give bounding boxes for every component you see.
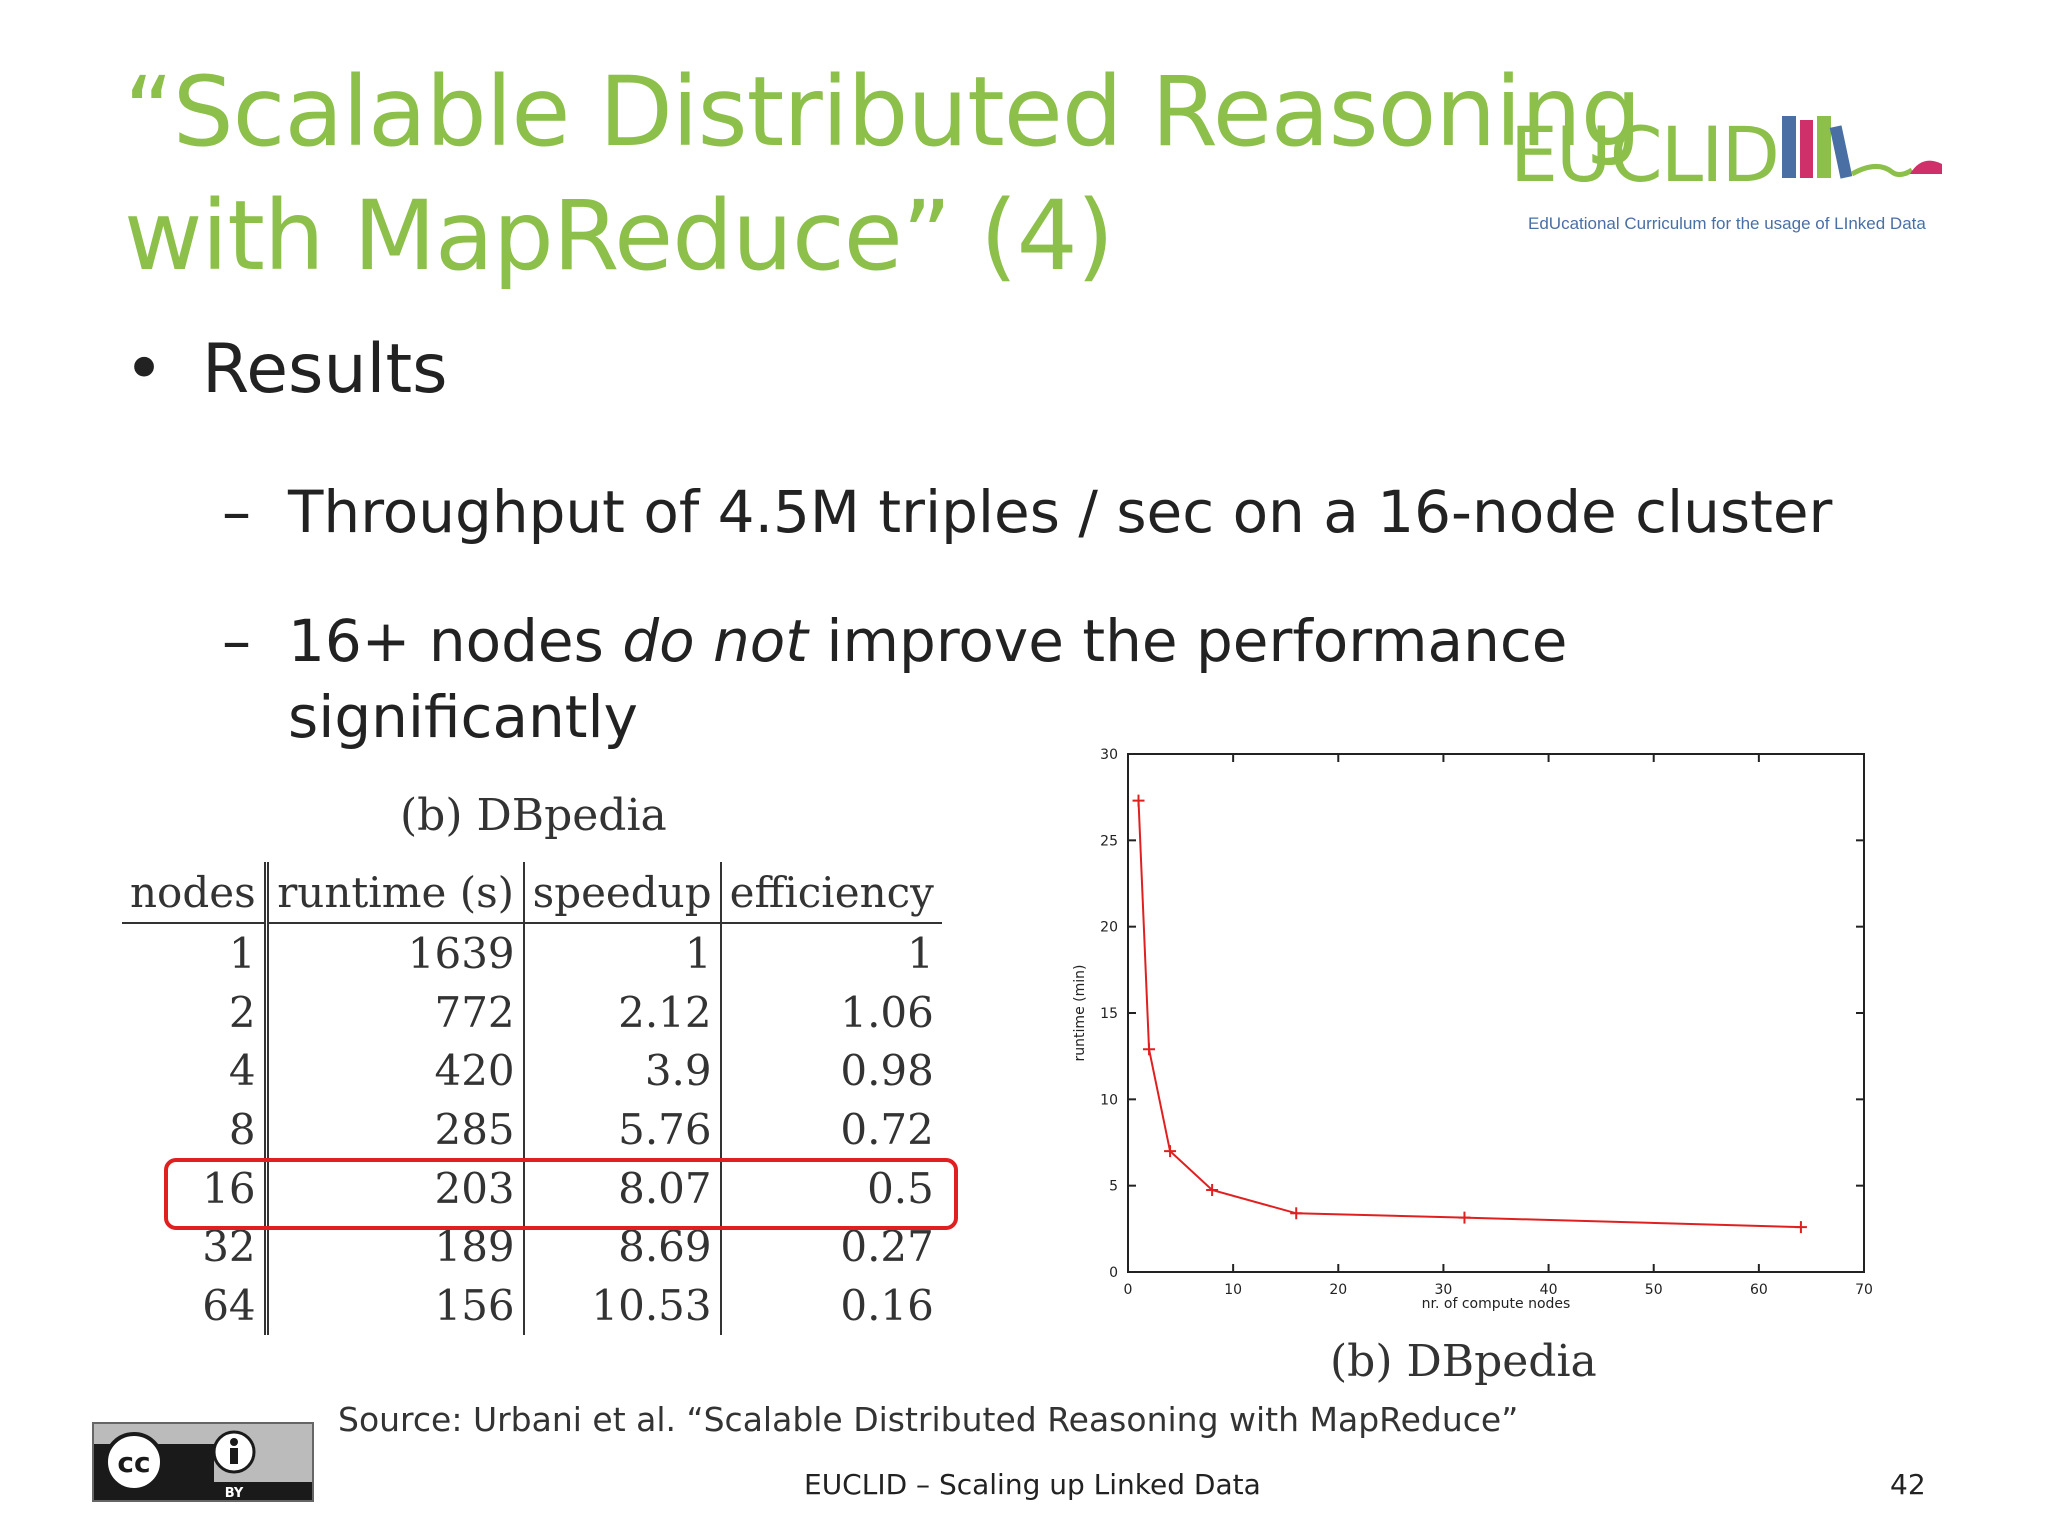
x-tick-label: 40 [1540,1282,1558,1298]
x-axis-label: nr. of compute nodes [1422,1296,1571,1312]
cell: 1 [122,923,269,983]
sub-bullet-text: Throughput of 4.5M triples / sec on a 16… [288,478,1833,546]
series-points [1132,794,1807,1234]
books-icon [1782,116,1942,179]
table-caption: (b) DBpedia [400,790,667,841]
table-row: 16 203 8.07 0.5 [122,1158,942,1218]
table-row: 1 1639 1 1 [122,923,942,983]
data-point [1132,794,1145,807]
cell: 0.72 [840,1104,934,1154]
bullet-dot-icon: • [124,330,165,409]
cell: 8 [122,1100,269,1159]
cell: 1.06 [840,987,934,1037]
sub-bullet-nodes-line2: significantly [288,683,638,751]
euclid-logo: EUCLID EdUcational Curriculum for the us… [1510,100,1970,260]
cell: 203 [266,1158,525,1218]
title-line-2: with MapReduce” (4) [124,180,1114,292]
bullet-results: • Results [124,330,448,409]
data-point [1206,1183,1219,1196]
logo-word: EUCLID [1510,110,1780,199]
cell: 64 [122,1276,269,1335]
x-tick-label: 0 [1124,1282,1133,1298]
title-line-1: “Scalable Distributed Reasoning [124,56,1642,168]
y-tick-label: 25 [1100,833,1118,849]
x-tick-label: 70 [1855,1282,1873,1298]
cell: 2.12 [523,982,722,1042]
sub-bullet-nodes: –16+ nodes do not improve the performanc… [222,603,1567,679]
sub-bullet-emphasis: do not [622,607,808,675]
cell: 0.27 [840,1222,934,1272]
y-tick-label: 5 [1109,1179,1118,1195]
cell: 772 [266,982,525,1042]
y-tick-label: 0 [1109,1265,1118,1281]
y-tick-label: 10 [1100,1092,1118,1108]
series-line [1137,800,1801,1229]
header-speedup: speedup [523,862,722,924]
y-tick-label: 30 [1100,747,1118,763]
runtime-chart: 0 10 20 30 40 50 60 70 0 5 10 15 20 25 30 nr. of compu… [1072,747,1873,1312]
footer-text: EUCLID – Scaling up Linked Data [804,1468,1261,1501]
cc-by-license-badge: cc BY [92,1422,314,1502]
page-number: 42 [1890,1468,1926,1501]
cell: 3.9 [523,1041,722,1101]
cell: 0.5 [867,1163,934,1213]
slide-title: “Scalable Distributed Reasoning with Map… [124,50,1642,298]
cell: 0.16 [840,1280,934,1330]
x-tick-label: 30 [1435,1282,1453,1298]
cell: 1 [523,923,722,983]
table-row: 2 772 2.12 1.06 [122,982,942,1042]
chart-tick-labels: 0 10 20 30 40 50 60 70 0 5 10 15 20 25 30 [1100,747,1873,1298]
sub-bullet-throughput: – Throughput of 4.5M triples / sec on a 1… [222,474,1832,550]
cell: 1639 [266,923,525,983]
cell: 8.07 [523,1158,722,1218]
y-axis-label: runtime (min) [1072,965,1088,1062]
cell: 4 [122,1041,269,1101]
sub-bullet-text-pre: 16+ nodes [288,607,623,675]
table-row: 8 285 5.76 0.72 [122,1100,942,1159]
y-tick-label: 20 [1100,920,1118,936]
y-tick-label: 15 [1100,1006,1118,1022]
x-tick-label: 20 [1329,1282,1347,1298]
cell: 420 [266,1041,525,1101]
cell: 2 [122,982,269,1042]
data-point [1458,1211,1471,1224]
data-point [1143,1043,1156,1056]
cell: 5.76 [523,1100,722,1159]
cell: 285 [266,1100,525,1159]
chart-caption: (b) DBpedia [1330,1336,1597,1387]
dash-icon: – [222,607,251,675]
source-citation: Source: Urbani et al. “Scalable Distribu… [338,1400,1519,1439]
header-efficiency: efficiency [720,862,942,924]
dash-icon: – [222,478,251,546]
table-row: 64 156 10.53 0.16 [122,1276,942,1335]
cell: 10.53 [523,1276,722,1335]
logo-subtitle: EdUcational Curriculum for the usage of … [1528,214,1926,233]
x-tick-label: 60 [1750,1282,1768,1298]
plot-frame [1127,753,1865,1273]
header-nodes: nodes [122,862,269,924]
cell: 1 [907,928,934,978]
data-point [1290,1207,1303,1220]
x-tick-label: 10 [1224,1282,1242,1298]
data-point [1164,1145,1177,1158]
svg-text:BY: BY [225,1486,244,1500]
chart-ticks [1127,753,1865,1273]
x-tick-label: 50 [1645,1282,1663,1298]
bullet-text: Results [202,330,448,409]
header-runtime: runtime (s) [266,862,525,924]
svg-text:cc: cc [117,1446,150,1479]
cell: 16 [122,1158,269,1218]
highlight-box [164,1158,958,1230]
results-table: nodes runtime (s) speedup efficiency 1 16… [122,862,942,1335]
cc-icon [104,1432,164,1492]
sub-bullet-text-post: improve the performance [807,607,1568,675]
cell: 156 [266,1276,525,1335]
table-header-row: nodes runtime (s) speedup efficiency [122,862,942,924]
cell: 0.98 [840,1046,934,1096]
table-row: 4 420 3.9 0.98 [122,1041,942,1101]
data-point [1794,1221,1807,1234]
